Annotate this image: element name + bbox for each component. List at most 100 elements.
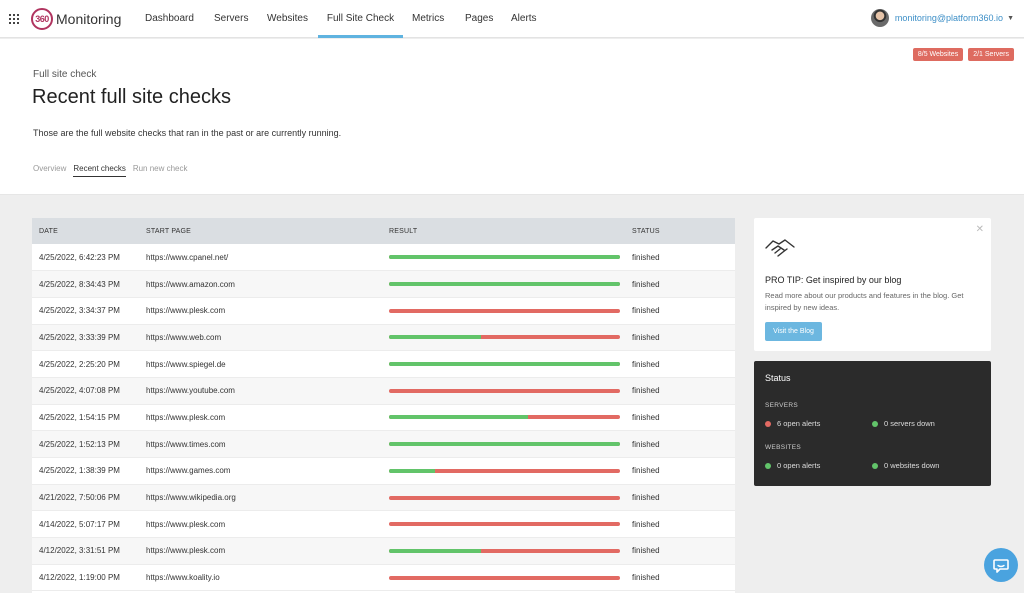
row-result <box>382 404 625 431</box>
websites-open-alerts[interactable]: 0 open alerts <box>765 461 820 470</box>
top-navigation: 360 Monitoring Dashboard Servers Website… <box>0 0 1024 38</box>
row-start-page[interactable]: https://www.youtube.com <box>146 386 235 396</box>
row-status: finished <box>632 439 660 449</box>
status-card: Status SERVERS 6 open alerts 0 servers d… <box>754 361 991 486</box>
row-start-page[interactable]: https://www.plesk.com <box>146 546 226 556</box>
websites-down-text: 0 websites down <box>884 461 940 470</box>
row-status: finished <box>632 252 660 262</box>
row-date: 4/12/2022, 1:19:00 PM <box>39 573 120 583</box>
result-bar-success <box>389 335 482 340</box>
table-row[interactable]: 4/25/2022, 2:25:20 PM https://www.spiegel… <box>32 351 735 378</box>
column-start-page[interactable]: START PAGE <box>146 227 192 235</box>
servers-open-alerts[interactable]: 6 open alerts <box>765 419 820 428</box>
column-status[interactable]: STATUS <box>632 227 660 235</box>
result-bar <box>389 415 620 420</box>
tip-title: PRO TIP: Get inspired by our blog <box>765 275 902 285</box>
row-date: 4/25/2022, 6:42:23 PM <box>39 252 120 262</box>
nav-metrics[interactable]: Metrics <box>412 13 445 24</box>
row-result <box>382 484 625 511</box>
table-row[interactable]: 4/25/2022, 4:07:08 PM https://www.youtube… <box>32 377 735 405</box>
table-row[interactable]: 4/25/2022, 1:54:15 PM https://www.plesk.c… <box>32 404 735 431</box>
row-start-page[interactable]: https://www.wikipedia.org <box>146 493 236 503</box>
row-start-page[interactable]: https://www.spiegel.de <box>146 359 226 369</box>
websites-label: WEBSITES <box>765 444 801 451</box>
servers-alerts-text: 6 open alerts <box>777 419 821 428</box>
servers-limit-badge[interactable]: 2/1 Servers <box>968 48 1014 61</box>
servers-label: SERVERS <box>765 402 799 409</box>
result-bar <box>389 308 620 313</box>
close-icon[interactable]: ✕ <box>975 224 984 235</box>
result-bar-success <box>389 442 620 447</box>
tip-text: Read more about our products and feature… <box>765 291 964 312</box>
chevron-down-icon: ▼ <box>1007 14 1014 22</box>
column-date[interactable]: DATE <box>39 227 58 235</box>
subtabs: Overview Recent checks Run new check <box>33 164 195 177</box>
row-result <box>382 324 625 351</box>
checks-table-container: DATE START PAGE RESULT STATUS 4/25/2022,… <box>32 218 735 593</box>
status-dot-green <box>765 462 771 469</box>
nav-dashboard[interactable]: Dashboard <box>145 13 194 24</box>
apps-grid-icon[interactable] <box>9 14 19 24</box>
user-menu[interactable]: monitoring@platform360.io ▼ <box>870 9 1014 27</box>
tab-recent-checks[interactable]: Recent checks <box>73 164 126 177</box>
row-status: finished <box>632 386 660 396</box>
servers-down[interactable]: 0 servers down <box>872 419 935 428</box>
chat-button[interactable] <box>984 548 1018 582</box>
tab-run-new-check[interactable]: Run new check <box>132 164 188 173</box>
table-header-row: DATE START PAGE RESULT STATUS <box>32 218 735 244</box>
row-date: 4/12/2022, 3:31:51 PM <box>39 546 120 556</box>
row-start-page[interactable]: https://www.times.com <box>146 439 226 449</box>
result-bar <box>389 548 620 553</box>
status-dot-green <box>872 462 878 469</box>
nav-websites[interactable]: Websites <box>267 13 308 24</box>
row-start-page[interactable]: https://www.amazon.com <box>146 279 235 289</box>
table-row[interactable]: 4/25/2022, 8:34:43 PM https://www.amazon.… <box>32 270 735 298</box>
row-start-page[interactable]: https://www.koality.io <box>146 573 220 583</box>
table-row[interactable]: 4/25/2022, 6:42:23 PM https://www.cpanel.… <box>32 244 735 271</box>
websites-limit-badge[interactable]: 8/5 Websites <box>912 48 964 61</box>
row-status: finished <box>632 332 660 342</box>
row-start-page[interactable]: https://www.web.com <box>146 332 222 342</box>
pro-tip-card: ✕ PRO TIP: Get inspired by our blog Read… <box>754 218 991 351</box>
table-row[interactable]: 4/14/2022, 5:07:17 PM https://www.plesk.c… <box>32 511 735 538</box>
row-start-page[interactable]: https://www.plesk.com <box>146 412 226 422</box>
row-start-page[interactable]: https://www.plesk.com <box>146 306 226 316</box>
tab-overview[interactable]: Overview <box>33 164 67 173</box>
nav-full-site-check[interactable]: Full Site Check <box>318 0 403 38</box>
brand-logo[interactable]: 360 Monitoring <box>31 8 121 30</box>
table-row[interactable]: 4/25/2022, 3:34:37 PM https://www.plesk.c… <box>32 297 735 325</box>
result-bar-success <box>389 468 436 473</box>
row-date: 4/25/2022, 1:38:39 PM <box>39 466 120 476</box>
column-result[interactable]: RESULT <box>389 227 418 235</box>
row-result <box>382 297 625 324</box>
result-bar <box>389 522 620 527</box>
table-row[interactable]: 4/25/2022, 1:52:13 PM https://www.times.c… <box>32 430 735 458</box>
table-row[interactable]: 4/25/2022, 1:38:39 PM https://www.games.c… <box>32 458 735 485</box>
visit-blog-button[interactable]: Visit the Blog <box>765 322 822 341</box>
table-row[interactable]: 4/25/2022, 3:33:39 PM https://www.web.com… <box>32 324 735 351</box>
result-bar <box>389 255 620 260</box>
page-title: Recent full site checks <box>32 86 231 108</box>
brand-name: Monitoring <box>56 11 122 27</box>
chat-icon <box>993 559 1009 573</box>
websites-down[interactable]: 0 websites down <box>872 461 939 470</box>
table-row[interactable]: 4/12/2022, 1:19:00 PM https://www.koality… <box>32 564 735 591</box>
table-row[interactable]: 4/21/2022, 7:50:06 PM https://www.wikiped… <box>32 484 735 511</box>
result-bar <box>389 495 620 500</box>
result-bar-success <box>389 362 620 367</box>
row-start-page[interactable]: https://www.cpanel.net/ <box>146 252 229 262</box>
nav-servers[interactable]: Servers <box>214 13 249 24</box>
result-bar-success <box>389 415 528 420</box>
row-status: finished <box>632 573 660 583</box>
nav-pages[interactable]: Pages <box>465 13 494 24</box>
page-header: 8/5 Websites 2/1 Servers Full site check… <box>0 39 1024 195</box>
row-start-page[interactable]: https://www.games.com <box>146 466 231 476</box>
row-date: 4/14/2022, 5:07:17 PM <box>39 519 120 529</box>
table-row[interactable]: 4/12/2022, 3:31:51 PM https://www.plesk.c… <box>32 537 735 565</box>
row-start-page[interactable]: https://www.plesk.com <box>146 519 226 529</box>
result-bar-success <box>389 282 620 287</box>
nav-alerts[interactable]: Alerts <box>511 13 537 24</box>
row-result <box>382 351 625 378</box>
user-email: monitoring@platform360.io <box>894 13 1004 23</box>
result-bar <box>389 575 620 580</box>
